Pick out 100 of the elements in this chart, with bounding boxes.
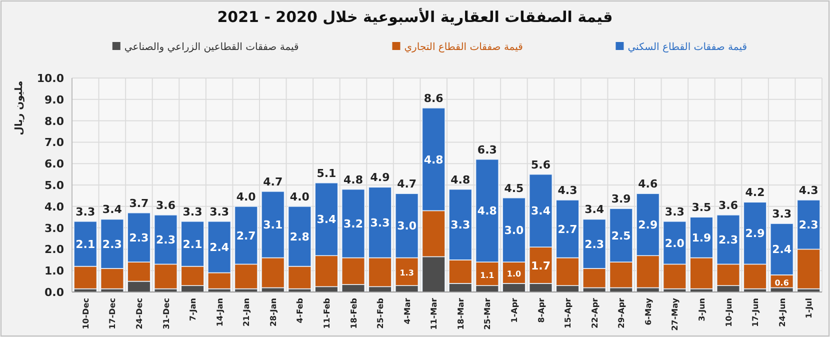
y-tick-label: 1.0 [44, 264, 64, 278]
total-label: 4.3 [798, 184, 818, 197]
x-tick-label: 11-Mar [430, 298, 439, 330]
x-tick-label: 10-Dec [81, 298, 90, 330]
y-tick-label: 6.0 [44, 158, 64, 171]
x-tick-label: 1-Apr [510, 298, 519, 323]
data-label: 2.8 [290, 230, 310, 244]
data-label: 2.0 [664, 236, 685, 250]
x-tick-label: 21-Jan [242, 298, 252, 327]
legend-label: قيمة صفقات القطاع السكني [628, 42, 748, 53]
x-tick-label: 4-Feb [296, 298, 305, 324]
data-label: 2.1 [182, 238, 202, 251]
x-tick-label: 25-Feb [376, 298, 386, 329]
data-label: 2.1 [76, 238, 96, 251]
total-label: 3.7 [129, 196, 149, 210]
total-label: 4.2 [745, 186, 765, 200]
total-label: 4.7 [263, 175, 283, 188]
total-label: 3.5 [692, 201, 712, 214]
y-tick-label: 3.0 [44, 222, 64, 235]
data-label: 2.5 [611, 229, 631, 242]
data-label: 1.3 [400, 268, 414, 278]
data-label: 4.8 [424, 153, 444, 166]
data-label: 3.1 [263, 218, 283, 232]
total-label: 3.3 [76, 205, 96, 218]
y-tick-label: 4.0 [44, 200, 64, 214]
data-label: 2.3 [156, 234, 176, 247]
legend-label: قيمة صفقات القطاع التجاري [404, 42, 524, 53]
data-label: 1.7 [531, 259, 550, 272]
data-label: 3.0 [504, 224, 524, 237]
data-label: 2.3 [798, 218, 818, 232]
y-tick-label: 9.0 [44, 93, 64, 106]
data-label: 0.6 [774, 278, 790, 288]
data-label: 3.4 [316, 213, 337, 226]
y-tick-label: 7.0 [44, 136, 64, 150]
total-label: 3.4 [584, 203, 604, 216]
x-tick-label: 4-Mar [402, 298, 412, 324]
x-tick-label: 24-Dec [134, 298, 144, 330]
x-tick-label: 25-Mar [483, 298, 492, 330]
total-label: 4.8 [344, 173, 363, 186]
total-label: 3.9 [611, 192, 631, 206]
x-tick-label: 17-Dec [108, 298, 118, 330]
data-label: 2.7 [236, 229, 256, 242]
data-label: 2.3 [102, 238, 122, 251]
total-label: 4.9 [370, 171, 390, 184]
y-tick-label: 0.0 [44, 286, 64, 299]
data-label: 2.4 [210, 241, 230, 254]
x-tick-label: 6-May [644, 297, 653, 326]
x-tick-label: 11-Feb [322, 298, 332, 329]
data-label: 4.8 [477, 204, 497, 218]
x-tick-label: 22-Apr [590, 298, 600, 328]
data-label: 1.9 [692, 231, 712, 244]
data-label: 3.2 [344, 218, 363, 231]
chart-title: قيمة الصفقات العقارية الأسبوعية خلال 2020 - 2021 [217, 7, 613, 26]
total-label: 4.7 [397, 178, 417, 191]
total-label: 4.3 [558, 184, 578, 197]
y-axis-title: مليون ريال [14, 80, 25, 136]
data-label: 2.9 [745, 227, 765, 240]
data-label: 2.7 [558, 222, 578, 236]
x-tick-label: 3-Jun [697, 298, 706, 322]
x-tick-label: 7-Jan [188, 298, 198, 321]
total-label: 3.3 [664, 205, 684, 218]
total-label: 3.6 [718, 198, 738, 212]
total-label: 4.5 [504, 182, 524, 195]
total-label: 5.6 [531, 158, 551, 172]
x-tick-label: 10-Jun [724, 298, 734, 327]
total-label: 4.0 [236, 190, 256, 204]
x-tick-label: 18-Feb [349, 298, 358, 329]
total-label: 3.4 [102, 203, 122, 216]
x-tick-label: 15-Apr [564, 298, 573, 328]
total-label: 4.8 [450, 173, 470, 186]
x-tick-label: 29-Apr [617, 298, 626, 328]
x-tick-label: 17-Jun [751, 298, 760, 327]
x-tick-label: 27-May [670, 297, 680, 331]
data-label: 3.4 [531, 204, 551, 218]
data-label: 1.1 [480, 270, 495, 280]
total-label: 3.6 [156, 198, 176, 212]
data-label: 3.3 [450, 218, 470, 232]
total-label: 6.3 [477, 143, 497, 156]
x-tick-label: 8-Apr [536, 298, 546, 323]
x-tick-label: 24-Jun [778, 298, 787, 327]
x-tick-label: 14-Jan [215, 298, 224, 327]
x-tick-label: 18-Mar [456, 298, 466, 330]
data-label: 3.3 [370, 216, 390, 230]
y-tick-label: 10.0 [36, 72, 64, 85]
data-label: 2.3 [129, 231, 149, 244]
data-label: 1.0 [506, 270, 522, 279]
x-tick-label: 31-Dec [162, 298, 171, 330]
y-tick-label: 2.0 [44, 243, 64, 256]
data-label: 2.9 [638, 218, 658, 232]
legend-label: قيمة صفقات القطاعين الزراعي والصناعي [124, 42, 300, 53]
total-label: 8.6 [424, 92, 444, 105]
x-tick-label: 28-Jan [268, 298, 278, 327]
data-label: 2.3 [584, 238, 604, 251]
data-label: 3.0 [397, 220, 417, 233]
total-label: 3.3 [772, 208, 792, 221]
total-label: 3.3 [182, 205, 202, 218]
y-tick-label: 8.0 [44, 114, 64, 128]
total-label: 4.0 [290, 190, 310, 204]
data-label: 2.4 [772, 243, 792, 256]
total-label: 3.3 [210, 205, 230, 218]
